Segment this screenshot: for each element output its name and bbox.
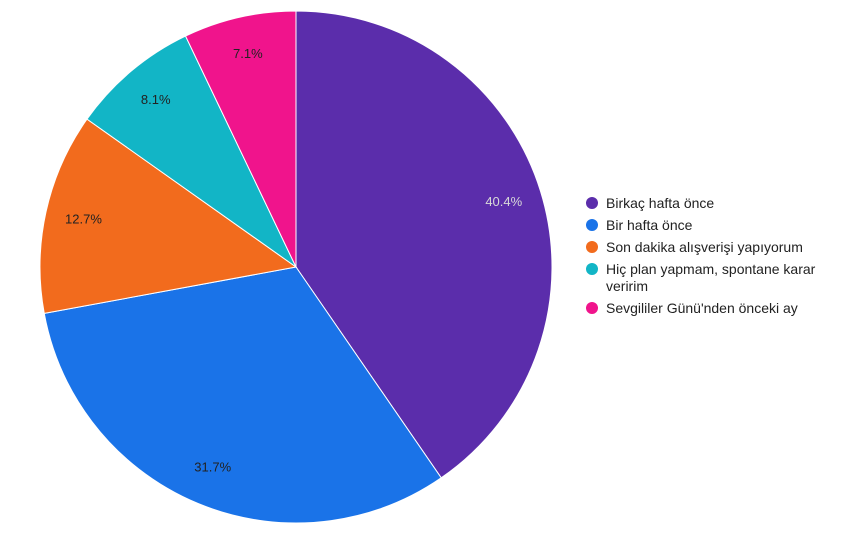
legend-swatch <box>586 241 598 253</box>
pie-slice <box>184 10 297 268</box>
data-label: 8.1% <box>141 92 171 107</box>
legend-label: Son dakika alışverişi yapıyorum <box>606 239 803 255</box>
legend-swatch <box>586 263 598 275</box>
legend-label: Sevgililer Günü'nden önceki ay <box>606 300 798 316</box>
legend-label: Birkaç hafta önce <box>606 195 715 211</box>
legend-item: Birkaç hafta önce <box>584 195 834 212</box>
data-label: 7.1% <box>233 46 263 61</box>
pie-slice <box>295 10 553 479</box>
data-label: 12.7% <box>65 212 102 227</box>
legend-swatch <box>586 302 598 314</box>
data-label: 40.4% <box>485 194 522 209</box>
legend-swatch <box>586 197 598 209</box>
legend: Birkaç hafta önce Bir hafta önce Son dakik… <box>584 195 834 322</box>
legend-item: Son dakika alışverişi yapıyorum <box>584 239 834 256</box>
legend-item: Bir hafta önce <box>584 217 834 234</box>
pie-slice <box>39 118 298 314</box>
pie-slice <box>86 35 298 269</box>
legend-label: Bir hafta önce <box>606 217 693 233</box>
legend-item: Sevgililer Günü'nden önceki ay <box>584 300 834 317</box>
legend-label: Hiç plan yapmam, spontane karar veririm <box>606 261 816 294</box>
data-label: 31.7% <box>194 459 231 474</box>
pie-slice <box>43 266 442 524</box>
legend-item: Hiç plan yapmam, spontane karar veririm <box>584 261 834 295</box>
legend-swatch <box>586 219 598 231</box>
